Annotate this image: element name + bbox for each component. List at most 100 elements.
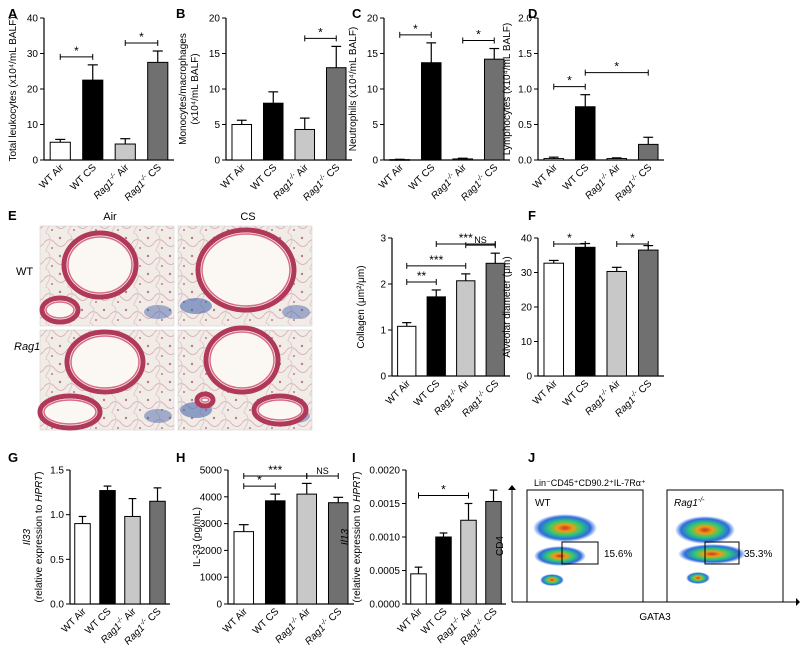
bar-wt_air	[397, 325, 417, 377]
airway-epithelium	[200, 397, 210, 403]
histology-image	[39, 225, 175, 327]
sig-label: **	[417, 269, 427, 283]
bar-rag_air	[456, 280, 476, 377]
flow-right-percent: 35.3%	[744, 549, 772, 560]
y-axis-label: Neutrophils (x10⁴/mL BALF)	[348, 27, 359, 152]
x-tick-label: WT Air	[221, 606, 250, 635]
sig-label: NS	[474, 235, 487, 245]
y-tick-label: 20	[367, 14, 379, 25]
y-tick-label: 1.0	[50, 510, 64, 521]
bar-wt_cs	[574, 246, 596, 377]
y-tick-label: 30	[27, 49, 39, 60]
col-label-air: Air	[103, 211, 117, 223]
flow-y-label: CD4	[495, 536, 506, 556]
y-tick-label: 30	[521, 268, 533, 279]
y-axis-label: Collagen (μm²/μm)	[356, 265, 367, 348]
bar-rag_air	[460, 519, 477, 605]
panel-letter-H: H	[176, 450, 185, 465]
chart-A: 0 10 20 30 40 Total leukocytes (x10⁴/mL BALF)…	[8, 14, 174, 203]
sig-label: NS	[316, 466, 329, 476]
airway-ring	[195, 227, 297, 313]
row-label-wt: WT	[16, 266, 33, 278]
sig-label: *	[567, 74, 572, 88]
sig-label: *	[441, 483, 446, 497]
x-tick-label: WT Air	[384, 378, 413, 407]
bar-wt_cs	[82, 79, 104, 161]
bar-wt_air	[233, 531, 255, 605]
chart-F: 0 10 20 30 40 Alveolar diameter (μm) WT Air WT …	[502, 231, 664, 419]
gate-title: Lin⁻CD45⁺CD90.2⁺IL-7Rα⁺	[534, 478, 646, 488]
histology-image	[177, 325, 313, 431]
flow-x-label: GATA3	[639, 612, 671, 623]
y-tick-label: 40	[27, 14, 39, 25]
flow-cluster	[686, 572, 710, 584]
y-axis-label: Monocytes/macrophages	[178, 33, 189, 145]
y-axis-label: Il33	[22, 529, 33, 546]
x-tick-label: WT Air	[219, 162, 248, 191]
panel-letter-J: J	[528, 450, 535, 465]
y-tick-label: 20	[521, 303, 533, 314]
col-label-cs: CS	[240, 211, 255, 223]
chart-I: 0.0000 0.0005 0.0010 0.0015 0.0020 Il13 (relat…	[340, 466, 506, 647]
y-tick-label: 0	[214, 156, 220, 167]
airway-ring	[61, 230, 139, 300]
y-axis-label: Il13	[340, 529, 351, 546]
y-tick-label: 1000	[200, 573, 223, 584]
sig-label: *	[257, 473, 262, 487]
airway-epithelium	[70, 335, 140, 389]
flow-left-label: WT	[535, 498, 551, 509]
flow-plot	[526, 489, 644, 603]
y-tick-label: 0	[372, 156, 378, 167]
histology-image	[177, 225, 313, 327]
x-tick-label: WT CS	[249, 162, 280, 193]
panel-letter-G: G	[8, 450, 18, 465]
flow-cluster	[540, 574, 564, 586]
flow-cluster	[675, 516, 735, 544]
bar-rag_cs	[637, 249, 659, 377]
y-tick-label: 0.0000	[369, 600, 400, 611]
y-tick-label: 3000	[200, 519, 223, 530]
panel-letter-C: C	[352, 6, 362, 21]
x-tick-label: WT CS	[68, 162, 99, 193]
y-tick-label: 0.5	[518, 120, 532, 131]
y-tick-label: 15	[209, 49, 221, 60]
sig-label: *	[567, 231, 572, 245]
y-tick-label: 40	[521, 234, 533, 245]
bar-wt_air	[231, 124, 253, 161]
flow-x-arrow	[796, 598, 800, 606]
flow-cluster	[534, 546, 586, 566]
sig-label: ***	[459, 231, 473, 245]
bar-wt_air	[74, 523, 91, 605]
bar-rag_cs	[147, 61, 169, 161]
flow-gate	[561, 541, 599, 565]
y-axis-label-sub: (x10⁴/mL BALF)	[190, 53, 201, 124]
bar-wt_air	[543, 158, 565, 161]
bar-rag_air	[606, 270, 628, 377]
x-tick-label: WT Air	[531, 378, 560, 407]
panel-letter-I: I	[352, 450, 356, 465]
panel-letter-F: F	[528, 208, 536, 223]
bar-wt_cs	[420, 62, 442, 161]
histology-image	[37, 329, 175, 431]
x-tick-label: WT Air	[377, 162, 406, 191]
bar-rag_air	[124, 515, 141, 605]
y-tick-label: 1.0	[518, 85, 532, 96]
airway-epithelium	[209, 331, 275, 389]
y-tick-label: 0.0010	[369, 533, 400, 544]
y-tick-label: 0	[32, 156, 38, 167]
y-tick-label: 5	[214, 120, 220, 131]
y-tick-label: 10	[367, 85, 379, 96]
collagen-stain	[180, 298, 212, 314]
y-tick-label: 0.0015	[369, 499, 400, 510]
x-tick-label: WT CS	[251, 606, 282, 637]
sig-label: ***	[429, 253, 443, 267]
airway-ring	[37, 393, 103, 431]
sig-label: *	[139, 30, 144, 44]
flow-left-percent: 15.6%	[604, 549, 632, 560]
chart-H: 0 1000 2000 3000 4000 5000 IL-33 (pg/mL) WT Air…	[192, 463, 354, 647]
y-tick-label: 1.5	[50, 466, 64, 477]
sig-label: *	[614, 60, 619, 74]
bar-rag_air	[294, 128, 316, 161]
flow-cluster	[678, 544, 746, 564]
